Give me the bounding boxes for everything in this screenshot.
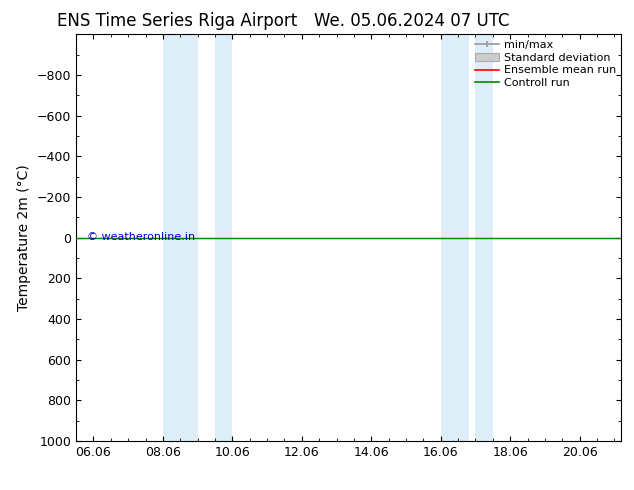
Y-axis label: Temperature 2m (°C): Temperature 2m (°C) [17,164,31,311]
Bar [163,34,198,441]
Text: ENS Time Series Riga Airport: ENS Time Series Riga Airport [58,12,297,30]
Bar [441,34,469,441]
Text: We. 05.06.2024 07 UTC: We. 05.06.2024 07 UTC [314,12,510,30]
Bar [476,34,493,441]
Legend: min/max, Standard deviation, Ensemble mean run, Controll run: min/max, Standard deviation, Ensemble me… [472,38,618,91]
Text: © weatheronline.in: © weatheronline.in [87,232,195,242]
Bar [215,34,232,441]
